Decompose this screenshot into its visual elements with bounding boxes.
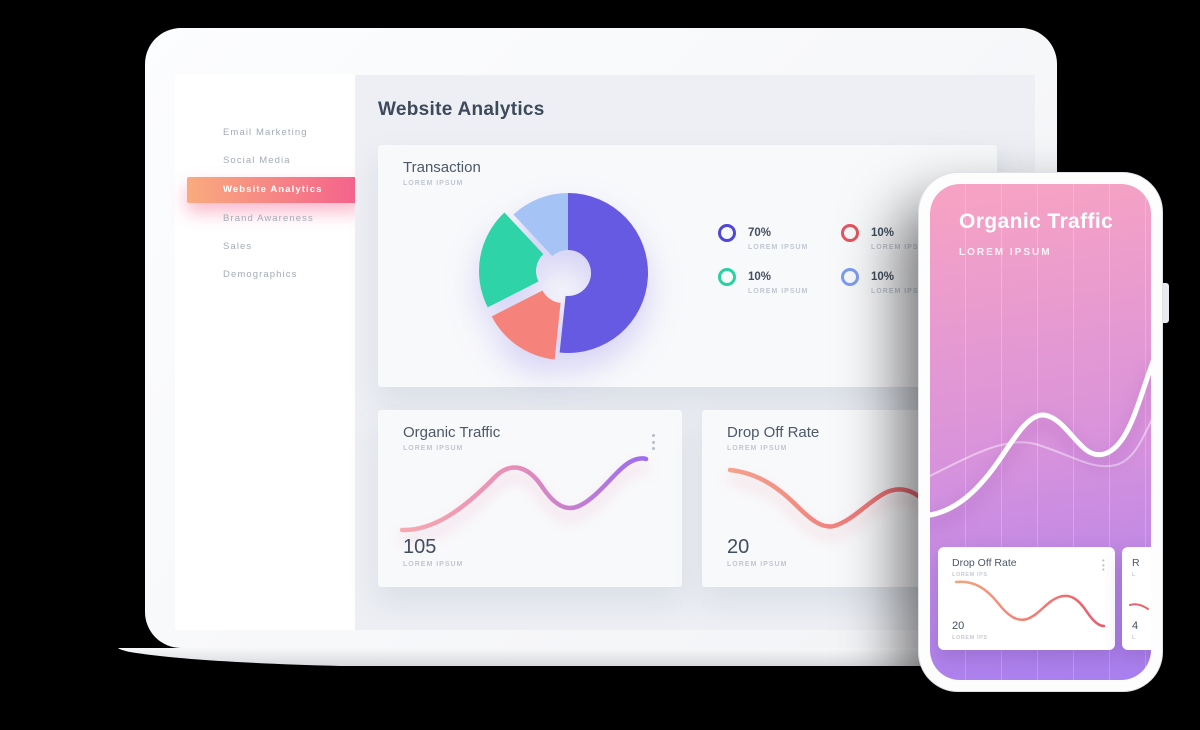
- legend-ring-icon: [718, 224, 736, 242]
- phone-page-title: Organic Traffic: [959, 210, 1114, 233]
- kebab-menu-icon[interactable]: [646, 434, 660, 450]
- legend-value: 10%: [871, 271, 895, 283]
- phone-partial-subtitle: L: [1132, 572, 1136, 578]
- sidebar-item-sales[interactable]: Sales: [223, 241, 253, 252]
- sidebar: Email Marketing Social Media Website Ana…: [175, 75, 362, 630]
- transaction-card-subtitle: LOREM IPSUM: [403, 180, 464, 187]
- sidebar-item-social-media[interactable]: Social Media: [223, 155, 291, 166]
- organic-line-chart: [399, 456, 649, 533]
- transaction-card-title: Transaction: [403, 159, 481, 176]
- organic-card-title: Organic Traffic: [403, 424, 501, 441]
- legend-value: 10%: [871, 227, 895, 239]
- kebab-menu-icon[interactable]: [1098, 559, 1108, 571]
- legend-item: 10% LOREM IPSUM: [841, 223, 964, 251]
- phone-partial-line-chart: [1129, 603, 1149, 610]
- phone-dropoff-value: 20: [952, 620, 965, 632]
- phone-dropoff-card: Drop Off Rate LOREM IPS 20 LOREM IPS: [938, 547, 1115, 650]
- legend-item: 70% LOREM IPSUM: [718, 223, 841, 251]
- dropoff-value-label: LOREM IPSUM: [727, 561, 788, 568]
- phone-mockup: Organic Traffic LOREM IPSUM Drop Off Rat…: [918, 172, 1169, 692]
- phone-partial-card: R L 4 L: [1122, 547, 1151, 650]
- transaction-card: Transaction LOREM IPSUM 70% LOREM IPSUM …: [378, 145, 997, 387]
- dropoff-value: 20: [727, 536, 750, 558]
- legend-value: 70%: [748, 227, 772, 239]
- legend-value: 10%: [748, 271, 772, 283]
- laptop-base: [118, 648, 1087, 666]
- phone-dropoff-title: Drop Off Rate: [952, 557, 1017, 569]
- sidebar-item-email-marketing[interactable]: Email Marketing: [223, 127, 308, 138]
- organic-traffic-card: Organic Traffic LOREM IPSUM 105 LOREM IP…: [378, 410, 682, 587]
- organic-card-subtitle: LOREM IPSUM: [403, 445, 464, 452]
- phone-dropoff-line-chart: [954, 580, 1106, 628]
- phone-partial-value-label: L: [1132, 635, 1136, 641]
- phone-partial-title: R: [1132, 557, 1140, 569]
- dropoff-card-subtitle: LOREM IPSUM: [727, 445, 788, 452]
- phone-partial-value: 4: [1132, 620, 1139, 632]
- donut-legend: 70% LOREM IPSUM 10% LOREM IPSUM 10% LO: [718, 223, 964, 295]
- phone-dropoff-subtitle: LOREM IPS: [952, 572, 988, 578]
- legend-ring-icon: [718, 268, 736, 286]
- phone-line-chart: [930, 359, 1151, 518]
- laptop-screen: Email Marketing Social Media Website Ana…: [145, 28, 1057, 648]
- legend-item: 10% LOREM IPSUM: [718, 267, 841, 295]
- organic-value-label: LOREM IPSUM: [403, 561, 464, 568]
- donut-chart: [478, 193, 649, 360]
- phone-screen: Organic Traffic LOREM IPSUM Drop Off Rat…: [930, 184, 1151, 680]
- phone-page-subtitle: LOREM IPSUM: [959, 247, 1052, 258]
- page-title: Website Analytics: [378, 99, 545, 120]
- sidebar-item-website-analytics[interactable]: Website Analytics: [187, 177, 362, 203]
- legend-ring-icon: [841, 224, 859, 242]
- sidebar-item-demographics[interactable]: Demographics: [223, 269, 298, 280]
- sidebar-item-brand-awareness[interactable]: Brand Awareness: [223, 213, 314, 224]
- organic-value: 105: [403, 536, 437, 558]
- main-content: Website Analytics Transaction LOREM IPSU…: [355, 75, 1035, 630]
- dropoff-card-title: Drop Off Rate: [727, 424, 820, 441]
- legend-label: LOREM IPSUM: [748, 244, 809, 251]
- phone-side-button: [1163, 283, 1169, 323]
- legend-item: 10% LOREM IPSUM: [841, 267, 964, 295]
- phone-dropoff-value-label: LOREM IPS: [952, 635, 988, 641]
- legend-label: LOREM IPSUM: [871, 288, 932, 295]
- legend-ring-icon: [841, 268, 859, 286]
- legend-label: LOREM IPSUM: [871, 244, 932, 251]
- legend-label: LOREM IPSUM: [748, 288, 809, 295]
